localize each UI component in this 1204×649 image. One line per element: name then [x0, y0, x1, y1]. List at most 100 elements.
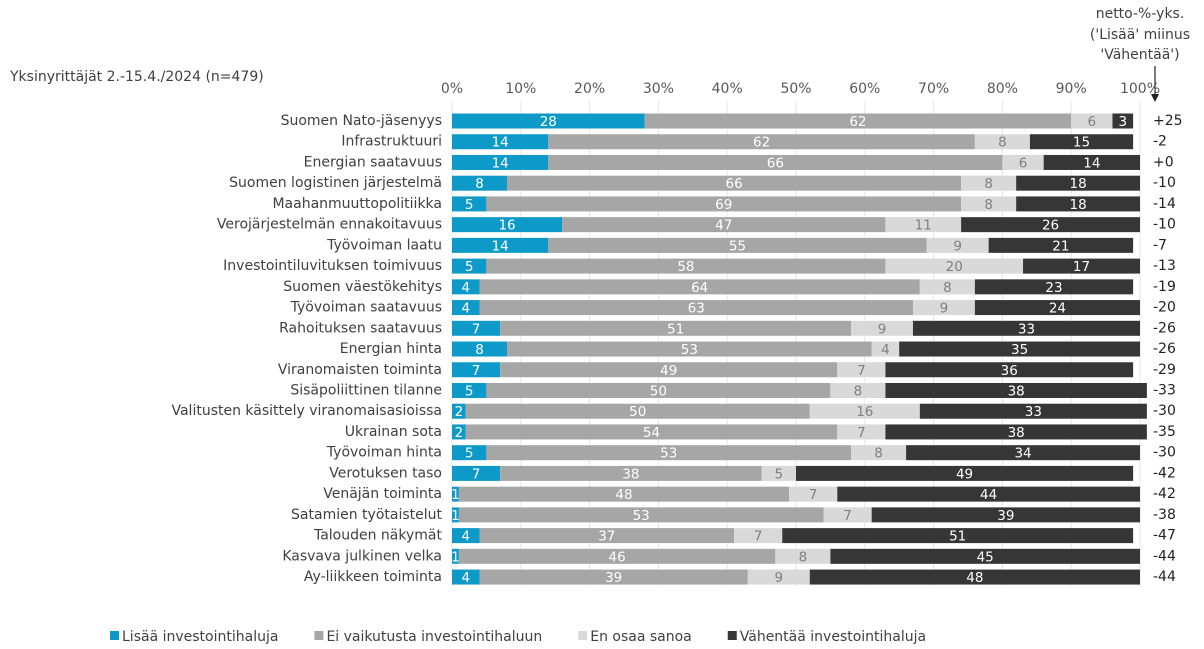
seg-label: 58: [677, 259, 694, 275]
bar-segment: [486, 382, 831, 398]
seg-label: 33: [1018, 321, 1035, 337]
seg-label: 8: [984, 176, 993, 192]
x-tick-label: 100%: [1120, 81, 1160, 97]
bar-segment: [507, 341, 872, 357]
y-tick-label: Suomen logistinen järjestelmä: [229, 175, 442, 191]
seg-label: 9: [953, 238, 962, 254]
seg-label: 20: [946, 259, 963, 275]
bar-segment: [452, 196, 487, 212]
legend-label: En osaa sanoa: [590, 629, 692, 645]
bar-segment: [452, 320, 501, 336]
seg-label: 8: [854, 383, 863, 399]
seg-label: 37: [598, 529, 615, 545]
bar-segment: [500, 465, 762, 481]
seg-label: 8: [943, 280, 952, 296]
seg-label: 66: [725, 176, 742, 192]
bar-segment: [782, 528, 1134, 544]
x-tick-label: 60%: [849, 81, 880, 97]
x-tick-label: 70%: [918, 81, 949, 97]
seg-label: 26: [1042, 218, 1059, 234]
bar-segment: [465, 403, 810, 419]
y-tick-label: Satamien työtaistelut: [291, 507, 442, 523]
bar-segment: [837, 486, 1140, 502]
seg-label: 7: [472, 466, 481, 482]
bar-segment: [1023, 258, 1140, 274]
x-tick-label: 20%: [574, 81, 605, 97]
net-label: -33: [1153, 382, 1176, 398]
bar-segment: [458, 486, 790, 502]
net-label: -2: [1153, 134, 1167, 150]
legend-label: Ei vaikutusta investointihaluun: [326, 629, 542, 645]
seg-label: 51: [667, 321, 684, 337]
seg-label: 50: [629, 404, 646, 420]
legend-swatch: [578, 631, 588, 640]
y-tick-label: Ukrainan sota: [345, 424, 442, 440]
seg-label: 62: [753, 135, 770, 151]
net-label: -14: [1153, 196, 1176, 212]
seg-label: 66: [767, 155, 784, 171]
bar-segment: [837, 362, 886, 378]
seg-label: 34: [1014, 446, 1031, 462]
bar-segment: [830, 548, 1140, 564]
seg-label: 47: [715, 218, 732, 234]
seg-label: 45: [977, 549, 994, 565]
bar-segment: [452, 279, 480, 295]
y-tick-label: Ay-liikkeen toiminta: [304, 569, 442, 585]
seg-label: 18: [1069, 176, 1086, 192]
bar-segment: [452, 154, 549, 170]
net-arrow-head: [1151, 94, 1159, 102]
y-tick-label: Rahoituksen saatavuus: [279, 320, 442, 336]
y-tick-label: Kasvava julkinen velka: [282, 548, 442, 564]
seg-label: 48: [615, 487, 632, 503]
bar-segment: [1002, 154, 1044, 170]
seg-label: 35: [1011, 342, 1028, 358]
net-label: -29: [1153, 362, 1176, 378]
seg-label: 28: [540, 114, 557, 130]
bar-segment: [452, 569, 480, 585]
bar-segment: [452, 465, 501, 481]
seg-label: 38: [1008, 383, 1025, 399]
y-tick-label: Työvoiman saatavuus: [290, 300, 442, 316]
bar-segment: [479, 300, 913, 316]
net-label: +25: [1153, 113, 1183, 129]
bar-segment: [734, 528, 783, 544]
seg-label: 21: [1052, 238, 1069, 254]
bar-segment: [452, 507, 459, 523]
seg-label: 18: [1069, 197, 1086, 213]
bar-segment: [452, 382, 487, 398]
seg-label: 24: [1049, 301, 1066, 317]
seg-label: 7: [472, 321, 481, 337]
seg-label: 5: [775, 466, 784, 482]
net-label: -38: [1153, 507, 1176, 523]
bar-segment: [761, 465, 796, 481]
bar-segment: [961, 196, 1017, 212]
y-tick-label: Verotuksen taso: [329, 465, 442, 481]
y-tick-label: Talouden näkymät: [313, 528, 443, 544]
seg-label: 48: [966, 570, 983, 586]
seg-label: 50: [650, 383, 667, 399]
seg-label: 9: [940, 301, 949, 317]
bar-segment: [452, 217, 563, 233]
seg-label: 5: [465, 259, 474, 275]
seg-label: 4: [461, 570, 470, 586]
bar-segment: [871, 507, 1140, 523]
bar-segment: [479, 528, 735, 544]
bar-segment: [851, 445, 907, 461]
seg-label: 14: [492, 135, 509, 151]
bar-segment: [912, 300, 975, 316]
bar-segment: [548, 237, 927, 253]
seg-label: 38: [622, 466, 639, 482]
seg-label: 44: [980, 487, 997, 503]
seg-label: 51: [949, 529, 966, 545]
bar-segment: [796, 465, 1134, 481]
net-title: ('Lisää' miinus: [1090, 27, 1190, 43]
bar-segment: [974, 134, 1030, 150]
net-label: +0: [1153, 154, 1174, 170]
seg-label: 7: [857, 425, 866, 441]
y-tick-label: Energian saatavuus: [304, 154, 442, 170]
bar-segment: [885, 258, 1024, 274]
chart-title: Yksinyrittäjät 2.-15.4./2024 (n=479): [9, 69, 264, 85]
net-label: -35: [1153, 424, 1176, 440]
bar-segment: [1016, 175, 1140, 191]
